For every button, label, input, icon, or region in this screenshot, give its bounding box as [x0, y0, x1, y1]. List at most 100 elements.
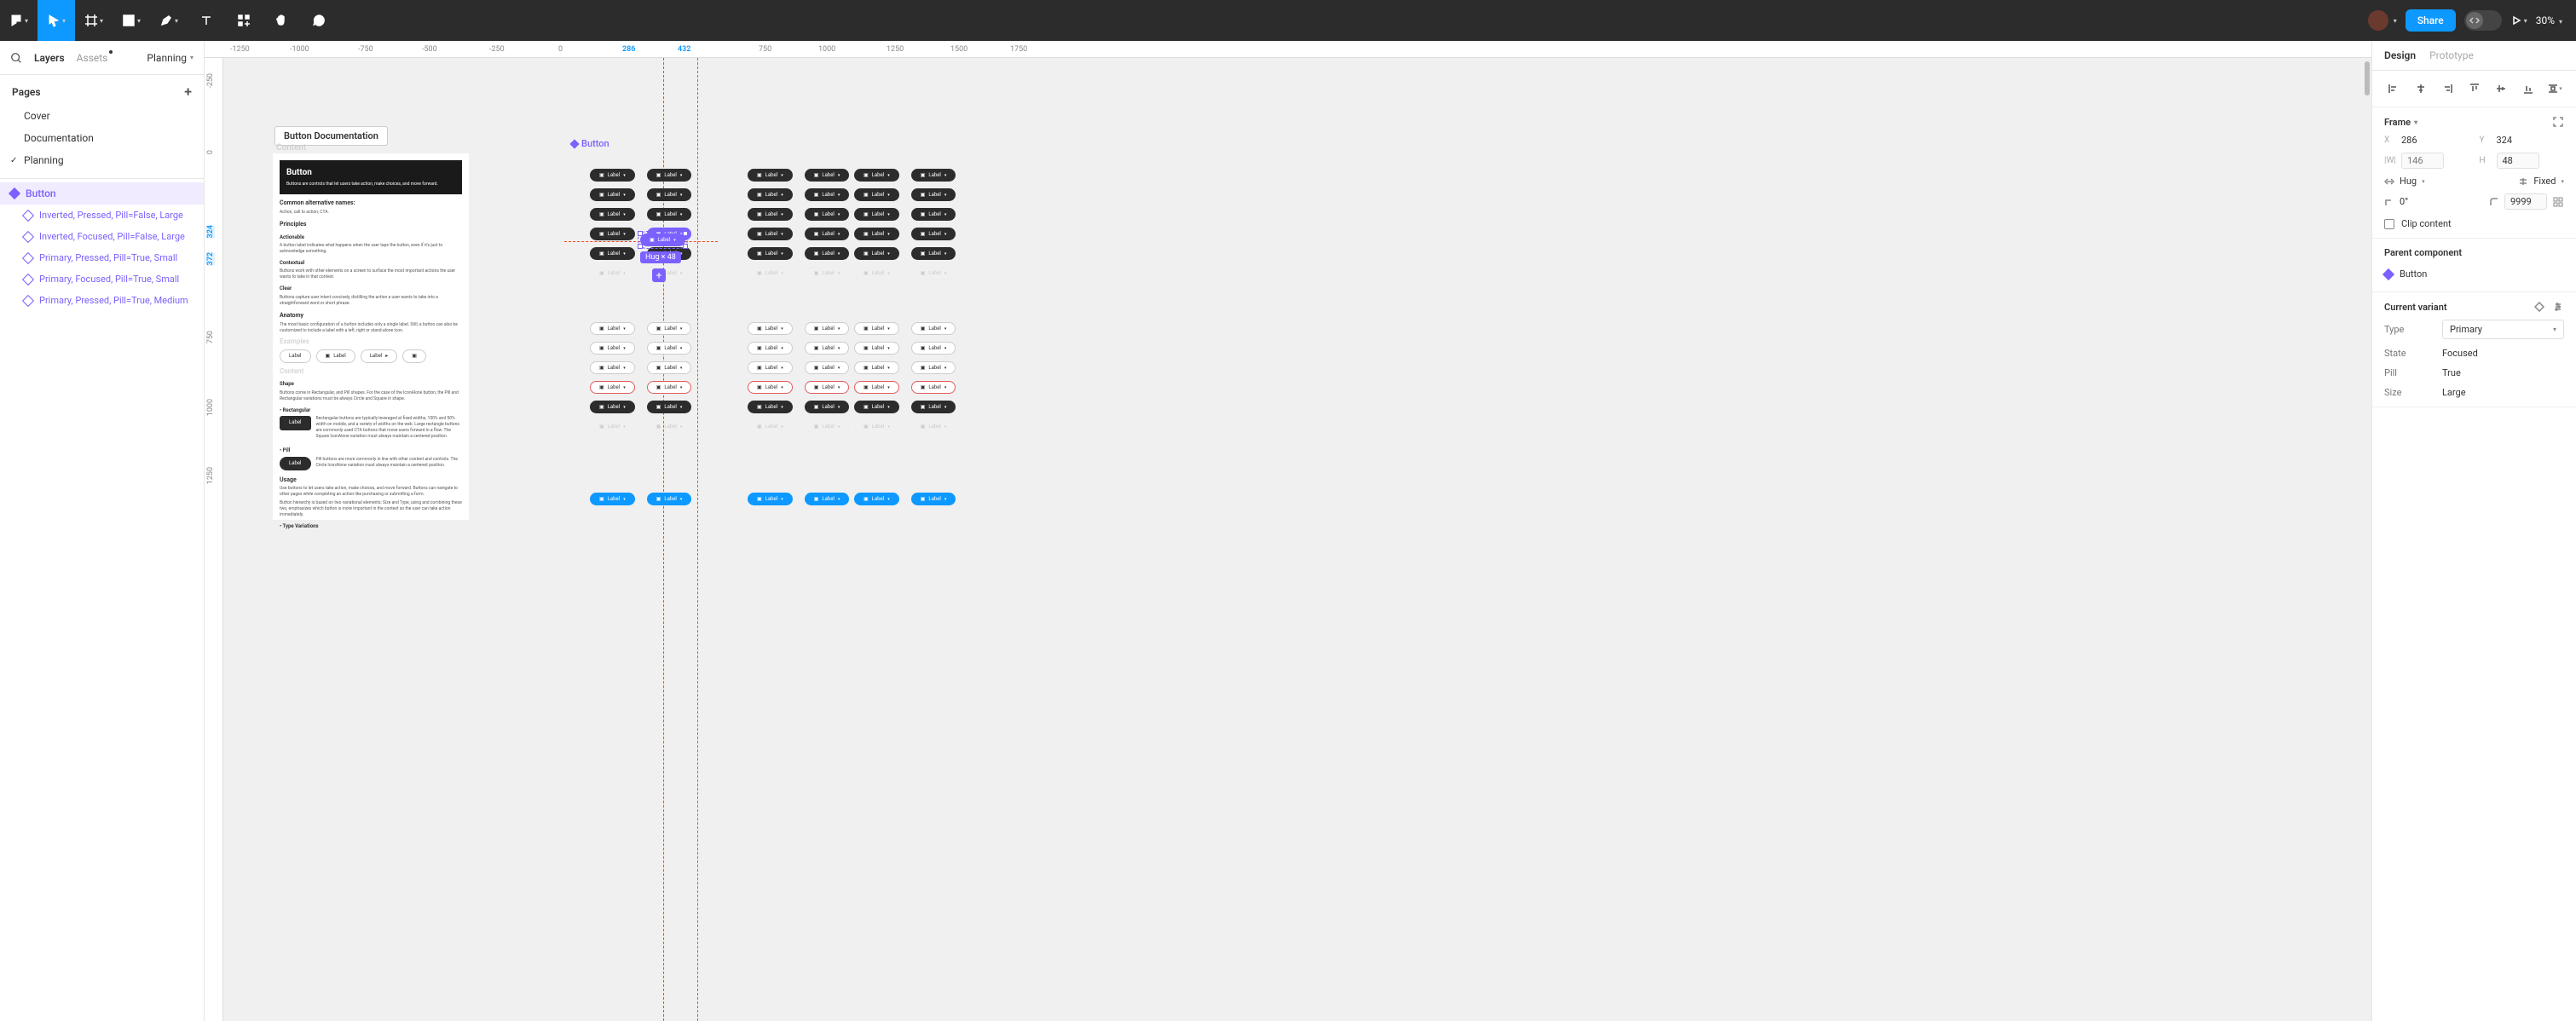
- button-variant[interactable]: ▣ Label ▾: [748, 228, 793, 240]
- layer-instance[interactable]: Primary, Focused, Pill=True, Small: [0, 268, 204, 290]
- button-variant[interactable]: ▣ Label ▾: [748, 267, 793, 280]
- button-variant[interactable]: ▣ Label ▾: [590, 169, 635, 182]
- horizontal-resize-dropdown[interactable]: Hug▾: [2384, 176, 2425, 187]
- horizontal-ruler[interactable]: -1250-1000-750-500-250028643275010001250…: [205, 41, 2371, 58]
- button-variant[interactable]: ▣ Label ▾: [647, 322, 692, 335]
- button-variant[interactable]: ▣ Label ▾: [590, 322, 635, 335]
- button-variant[interactable]: ▣ Label ▾: [590, 420, 635, 433]
- shape-tool-button[interactable]: ▾: [113, 0, 150, 41]
- button-variant[interactable]: ▣ Label ▾: [854, 493, 899, 505]
- button-variant[interactable]: ▣ Label ▾: [748, 342, 793, 355]
- button-variant[interactable]: ▣ Label ▾: [911, 267, 956, 280]
- button-variant-group[interactable]: ▣ Label ▾ ▣ Label ▾: [590, 493, 691, 505]
- button-variant[interactable]: ▣ Label ▾: [748, 169, 793, 182]
- variant-type-dropdown[interactable]: Primary▾: [2442, 320, 2564, 339]
- button-variant[interactable]: ▣ Label ▾: [590, 493, 635, 505]
- layer-instance[interactable]: Primary, Pressed, Pill=True, Medium: [0, 290, 204, 311]
- button-variant[interactable]: ▣ Label ▾: [590, 267, 635, 280]
- layer-instance[interactable]: Primary, Pressed, Pill=True, Small: [0, 247, 204, 268]
- variant-icon[interactable]: [2533, 301, 2545, 313]
- button-variant[interactable]: ▣ Label ▾: [647, 361, 692, 374]
- button-variant[interactable]: ▣ Label ▾: [805, 420, 850, 433]
- button-variant[interactable]: ▣ Label ▾: [748, 247, 793, 260]
- go-to-parent-component[interactable]: Button: [2384, 265, 2564, 283]
- button-variant[interactable]: ▣ Label ▾: [911, 169, 956, 182]
- button-variant[interactable]: ▣ Label ▾: [854, 322, 899, 335]
- button-variant[interactable]: ▣ Label ▾: [590, 247, 635, 260]
- button-variant[interactable]: ▣ Label ▾: [805, 401, 850, 413]
- button-variant[interactable]: ▣ Label ▾: [590, 208, 635, 221]
- button-variant[interactable]: ▣ Label ▾: [911, 381, 956, 394]
- button-variant[interactable]: ▣ Label ▾: [590, 361, 635, 374]
- variant-pill-value[interactable]: True: [2442, 367, 2564, 378]
- button-variant[interactable]: ▣ Label ▾: [640, 234, 685, 246]
- align-bottom-button[interactable]: [2519, 79, 2538, 98]
- button-variant[interactable]: ▣ Label ▾: [911, 420, 956, 433]
- button-variant[interactable]: ▣ Label ▾: [854, 401, 899, 413]
- variant-size-value[interactable]: Large: [2442, 387, 2564, 398]
- button-variant[interactable]: ▣ Label ▾: [647, 420, 692, 433]
- y-position-field[interactable]: Y324: [2480, 135, 2565, 146]
- frame-tool-button[interactable]: ▾: [75, 0, 113, 41]
- zoom-dropdown[interactable]: 30% ▾: [2536, 14, 2562, 26]
- align-vcenter-button[interactable]: [2492, 79, 2510, 98]
- button-variant-group[interactable]: ▣ Label ▾ ▣ Label ▾ ▣ Label ▾ ▣ Label ▾ ▣ La…: [590, 322, 691, 433]
- layer-instance[interactable]: Inverted, Pressed, Pill=False, Large: [0, 205, 204, 226]
- fit-button[interactable]: [2552, 116, 2564, 128]
- button-variant[interactable]: ▣ Label ▾: [854, 169, 899, 182]
- button-variant[interactable]: ▣ Label ▾: [911, 493, 956, 505]
- align-top-button[interactable]: [2465, 79, 2484, 98]
- width-input[interactable]: [2401, 153, 2444, 169]
- button-variant[interactable]: ▣ Label ▾: [647, 188, 692, 201]
- button-variant[interactable]: ▣ Label ▾: [805, 208, 850, 221]
- corner-radius-field[interactable]: 9999: [2489, 193, 2564, 210]
- button-variant[interactable]: ▣ Label ▾: [805, 361, 850, 374]
- button-variant[interactable]: ▣ Label ▾: [748, 208, 793, 221]
- button-variant[interactable]: ▣ Label ▾: [854, 267, 899, 280]
- button-variant[interactable]: ▣ Label ▾: [590, 381, 635, 394]
- prototype-tab[interactable]: Prototype: [2429, 49, 2474, 61]
- documentation-frame[interactable]: Button Buttons are controls that let use…: [273, 153, 469, 520]
- rotation-field[interactable]: 0°: [2384, 193, 2408, 210]
- align-left-button[interactable]: [2384, 79, 2403, 98]
- main-menu-button[interactable]: ▾: [0, 0, 38, 41]
- layers-tab[interactable]: Layers: [34, 52, 65, 64]
- component-set-label[interactable]: Button: [571, 138, 609, 149]
- button-variant[interactable]: ▣ Label ▾: [647, 493, 692, 505]
- button-variant[interactable]: ▣ Label ▾: [854, 361, 899, 374]
- button-variant[interactable]: ▣ Label ▾: [748, 493, 793, 505]
- button-variant[interactable]: ▣ Label ▾: [805, 247, 850, 260]
- distribute-button[interactable]: ▾: [2545, 79, 2564, 98]
- share-button[interactable]: Share: [2406, 9, 2456, 32]
- button-variant[interactable]: ▣ Label ▾: [911, 401, 956, 413]
- button-variant[interactable]: ▣ Label ▾: [590, 228, 635, 240]
- button-variant[interactable]: ▣ Label ▾: [590, 401, 635, 413]
- frame-section-title[interactable]: Frame ▾: [2384, 117, 2417, 128]
- button-variant-group[interactable]: ▣ Label ▾ ▣ Label ▾ ▣ Label ▾ ▣ Label ▾ ▣ La…: [854, 169, 956, 280]
- button-variant[interactable]: ▣ Label ▾: [911, 228, 956, 240]
- search-icon[interactable]: [10, 52, 22, 64]
- button-variant[interactable]: ▣ Label ▾: [854, 342, 899, 355]
- dev-mode-toggle[interactable]: [2464, 10, 2502, 31]
- comment-tool-button[interactable]: [300, 0, 338, 41]
- button-variant[interactable]: ▣ Label ▾: [911, 188, 956, 201]
- x-position-field[interactable]: X286: [2384, 135, 2469, 146]
- button-variant[interactable]: ▣ Label ▾: [748, 188, 793, 201]
- button-variant[interactable]: ▣ Label ▾: [748, 420, 793, 433]
- button-variant[interactable]: ▣ Label ▾: [854, 381, 899, 394]
- assets-tab[interactable]: Assets: [77, 52, 108, 64]
- hand-tool-button[interactable]: [263, 0, 300, 41]
- button-variant[interactable]: ▣ Label ▾: [805, 322, 850, 335]
- pen-tool-button[interactable]: ▾: [150, 0, 188, 41]
- page-item-documentation[interactable]: Documentation: [0, 127, 204, 149]
- button-variant[interactable]: ▣ Label ▾: [805, 381, 850, 394]
- variant-settings-button[interactable]: [2552, 301, 2564, 313]
- button-variant[interactable]: ▣ Label ▾: [911, 342, 956, 355]
- move-tool-button[interactable]: ▾: [38, 0, 75, 41]
- button-variant[interactable]: ▣ Label ▾: [805, 169, 850, 182]
- page-item-cover[interactable]: Cover: [0, 105, 204, 127]
- button-variant[interactable]: ▣ Label ▾: [805, 228, 850, 240]
- button-variant[interactable]: ▣ Label ▾: [647, 208, 692, 221]
- add-variant-button[interactable]: +: [652, 268, 666, 282]
- vertical-scrollbar[interactable]: [2365, 61, 2370, 95]
